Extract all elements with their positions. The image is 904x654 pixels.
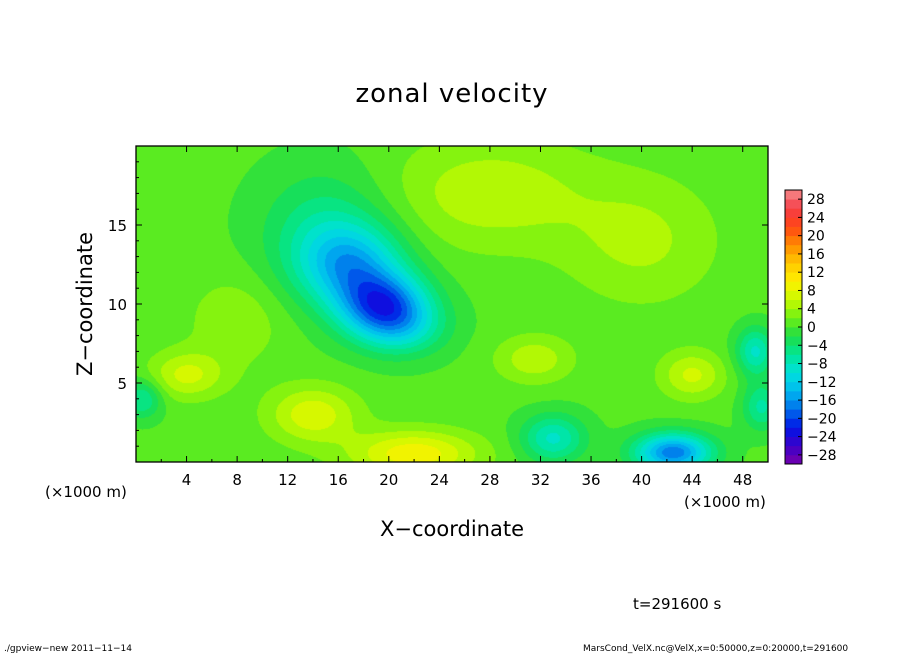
colorbar-label: 28 [807,192,825,208]
x-tick-label: 40 [632,471,651,489]
colorbar-segment [785,427,802,437]
footer-right: MarsCond_VelX.nc@VelX,x=0:50000,z=0:2000… [583,644,848,654]
x-tick-label: 24 [430,471,449,489]
y-axis-ticks: 5 10 15 [108,161,768,447]
colorbar-segment [785,336,802,346]
colorbar-segment [785,244,802,255]
colorbar-segment [785,381,802,392]
x-tick-label: 4 [182,471,192,489]
colorbar-label: −28 [807,448,837,464]
colorbar-segment [785,208,802,218]
colorbar-label: 20 [807,229,825,245]
x-tick-label: 28 [480,471,499,489]
colorbar: 28 24 20 16 12 8 4 0 −4 −8 −12 −16 −20 −24 −28 [784,189,837,465]
x-axis-ticks: 4 8 12 16 20 24 28 32 36 40 44 48 [160,146,752,489]
x-tick-label: 12 [278,471,297,489]
colorbar-segment [785,235,802,246]
colorbar-segment [785,272,802,282]
colorbar-segment [785,363,802,374]
colorbar-segment [785,418,802,428]
colorbar-segment [785,317,802,328]
colorbar-segment [785,226,802,237]
colorbar-segment [785,445,802,456]
colorbar-label: 24 [807,210,825,226]
x-tick-label: 8 [232,471,242,489]
chart-title: zonal velocity [355,79,548,109]
colorbar-segment [785,308,802,319]
colorbar-label: −4 [807,338,828,354]
x-tick-label: 16 [329,471,348,489]
x-tick-label: 48 [733,471,752,489]
colorbar-segment [785,299,802,310]
colorbar-segment [785,263,802,273]
x-unit-left: (×1000 m) [45,483,127,501]
footer-left: ./gpview−new 2011−11−14 [4,644,132,654]
time-label: t=291600 s [633,595,721,613]
colorbar-segment [785,390,802,401]
colorbar-label: −20 [807,411,837,427]
colorbar-segment [785,400,802,410]
y-tick-label: 15 [108,217,127,235]
colorbar-segment [785,290,802,300]
colorbar-segment [785,253,802,264]
colorbar-label: −16 [807,393,837,409]
colorbar-segment [785,409,802,419]
colorbar-segment [785,327,802,337]
colorbar-segment [785,217,802,227]
y-tick-label: 5 [117,375,127,393]
velocity-field [136,146,768,462]
colorbar-segment [785,354,802,364]
colorbar-label: 16 [807,247,825,263]
colorbar-label: 12 [807,265,825,281]
colorbar-segment [785,190,802,200]
colorbar-segment [785,454,802,465]
x-tick-label: 32 [531,471,550,489]
colorbar-label: −24 [807,430,837,446]
x-tick-label: 20 [379,471,398,489]
colorbar-label: 0 [807,320,816,336]
colorbar-label: 8 [807,283,816,299]
colorbar-label: −12 [807,375,837,391]
plot-area [135,145,769,463]
y-tick-label: 10 [108,296,127,314]
colorbar-segment [785,436,802,447]
x-tick-label: 36 [581,471,600,489]
colorbar-label: −8 [807,357,828,373]
colorbar-segment [785,372,802,383]
x-unit-right: (×1000 m) [684,493,766,511]
colorbar-segment [785,199,802,209]
y-axis-label: Z−coordinate [73,232,97,376]
colorbar-segment [785,281,802,291]
x-axis-label: X−coordinate [380,517,524,541]
x-tick-label: 44 [683,471,702,489]
colorbar-label: 4 [807,302,816,318]
colorbar-segment [785,345,802,355]
